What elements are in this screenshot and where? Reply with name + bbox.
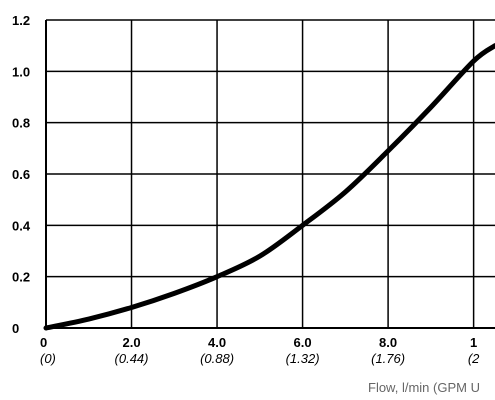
x-tick-sublabel: (0.88) [200,351,234,366]
x-tick-sublabel: (0) [40,351,56,366]
x-tick-sublabel: (0.44) [115,351,149,366]
x-tick-sublabel: (1.32) [286,351,320,366]
x-axis-label: Flow, l/min (GPM U [368,380,480,395]
x-tick-label: 1 [470,335,477,350]
y-tick-label: 0.6 [12,167,30,182]
x-tick-sublabel: (2 [468,351,480,366]
x-tick-label: 8.0 [379,335,397,350]
x-tick-label: 6.0 [294,335,312,350]
y-tick-label: 0 [12,321,19,336]
y-tick-label: 1.0 [12,64,30,79]
x-tick-label: 0 [40,335,47,350]
y-tick-label: 0.4 [12,218,31,233]
x-tick-label: 4.0 [208,335,226,350]
y-tick-label: 1.2 [12,13,30,28]
x-tick-labels: 0(0) 2.0(0.44) 4.0(0.88) 6.0(1.32) 8.0(1.76)… [40,335,480,366]
axes [45,20,495,329]
y-tick-label: 0.8 [12,116,30,131]
series-line [43,43,495,331]
series-layer [43,43,495,331]
grid [46,19,495,328]
x-tick-label: 2.0 [122,335,140,350]
x-tick-sublabel: (1.76) [371,351,405,366]
y-tick-label: 0.2 [12,270,30,285]
y-tick-labels: 0 0.2 0.4 0.6 0.8 1.0 1.2 [12,13,31,336]
